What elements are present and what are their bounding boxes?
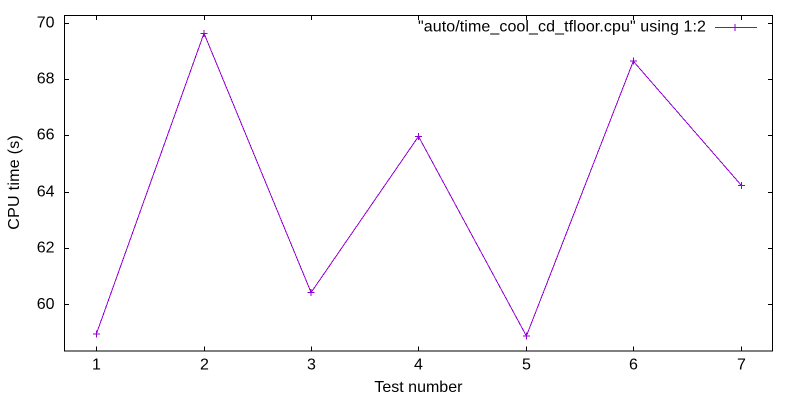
svg-text:CPU time (s): CPU time (s) <box>6 135 23 230</box>
svg-text:2: 2 <box>200 357 209 374</box>
svg-text:60: 60 <box>37 296 55 313</box>
svg-text:5: 5 <box>522 357 531 374</box>
svg-text:Test number: Test number <box>374 379 463 396</box>
svg-text:68: 68 <box>37 71 55 88</box>
svg-text:7: 7 <box>737 357 746 374</box>
svg-text:"auto/time_cool_cd_tfloor.cpu": "auto/time_cool_cd_tfloor.cpu" using 1:2 <box>418 19 706 36</box>
svg-text:70: 70 <box>37 14 55 31</box>
svg-text:1: 1 <box>92 357 101 374</box>
svg-text:66: 66 <box>37 127 55 144</box>
svg-text:4: 4 <box>414 357 423 374</box>
svg-text:62: 62 <box>37 240 55 257</box>
svg-text:6: 6 <box>629 357 638 374</box>
svg-text:3: 3 <box>307 357 316 374</box>
svg-text:64: 64 <box>37 183 55 200</box>
